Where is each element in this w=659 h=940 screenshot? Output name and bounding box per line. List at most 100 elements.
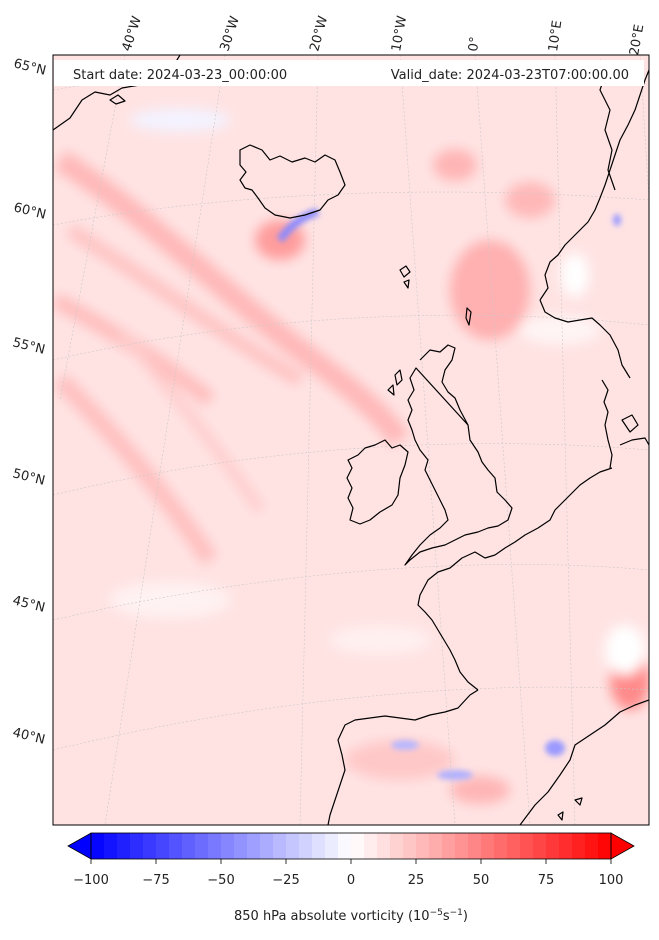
lat-label-60n: 60°N <box>12 200 47 222</box>
valid-date-label: Valid_date: 2024-03-23T07:00:00.00 <box>391 68 629 83</box>
greenland-island <box>109 94 126 105</box>
colorbar-cell <box>195 833 209 859</box>
parallel-line <box>53 564 649 621</box>
netherlands-coast <box>494 467 613 556</box>
colorbar-label-mid: s <box>443 909 450 924</box>
colorbar-cell <box>91 833 105 859</box>
lon-label-30w: 30°W <box>218 14 243 53</box>
positive-vorticity-core <box>433 149 477 181</box>
ireland-coast <box>346 439 409 525</box>
meridian-line <box>104 55 226 825</box>
faroe-islands <box>399 265 411 289</box>
lon-label-20w: 20°W <box>307 14 331 53</box>
lon-label-0: 0° <box>466 36 483 53</box>
negative-vorticity-patch <box>613 214 621 226</box>
vorticity-field-background <box>53 55 649 825</box>
lat-label-65n: 65°N <box>12 56 47 78</box>
low-vorticity-patch <box>520 316 600 344</box>
danish-islands <box>621 414 639 433</box>
colorbar-cell <box>468 833 482 859</box>
colorbar-cell <box>364 833 378 859</box>
colorbar-max-extension <box>610 832 635 860</box>
baltic-coast <box>619 437 649 446</box>
parallel-line <box>53 443 649 496</box>
colorbar-cell <box>299 833 313 859</box>
colorbar-cell <box>221 833 235 859</box>
england-coast <box>404 367 513 566</box>
colorbar-cell <box>234 833 248 859</box>
colorbar-min-extension <box>67 832 92 860</box>
hebrides <box>387 369 403 396</box>
colorbar-cell <box>494 833 508 859</box>
longitude-labels: 40°W 30°W 20°W 10°W 0° 10°E 20°E <box>120 14 648 56</box>
map-panel <box>53 55 649 825</box>
colorbar-cell <box>403 833 417 859</box>
negative-vorticity-patch <box>391 740 419 750</box>
lon-label-40w: 40°W <box>120 14 145 53</box>
low-vorticity-patch <box>110 582 230 618</box>
positive-vorticity-band <box>116 326 265 513</box>
parallel-line <box>53 686 649 751</box>
positive-vorticity-band <box>66 224 304 387</box>
scotland-coast <box>419 344 469 426</box>
colorbar-label-exp1: −5 <box>430 908 443 918</box>
colorbar-cell <box>312 833 326 859</box>
france-coast <box>417 551 496 691</box>
parallel-line <box>53 314 649 361</box>
negative-vorticity-patch <box>561 253 589 297</box>
negative-vorticity-patch <box>605 625 645 675</box>
meridian-line <box>474 55 531 825</box>
colorbar-cell <box>104 833 118 859</box>
colorbar-cell <box>442 833 456 859</box>
colorbar-cell <box>533 833 547 859</box>
lat-label-40n: 40°N <box>11 725 46 747</box>
meridian-line <box>299 55 319 825</box>
norway-coast <box>539 69 649 301</box>
latitude-labels: 65°N 60°N 55°N 50°N 45°N 40°N <box>11 56 47 747</box>
colorbar-cell <box>260 833 274 859</box>
positive-vorticity-band <box>54 150 410 447</box>
denmark-coast <box>601 379 613 469</box>
lat-label-55n: 55°N <box>11 335 46 357</box>
colorbar-tick-label: 100 <box>599 873 624 888</box>
colorbar-cell <box>286 833 300 859</box>
colorbar-cell <box>455 833 469 859</box>
colorbar-cell <box>169 833 183 859</box>
colorbar-cell <box>143 833 157 859</box>
iberia-mediterranean-coast <box>519 699 649 825</box>
colorbar-cell <box>247 833 261 859</box>
iceland-coast <box>239 144 346 219</box>
low-vorticity-patch <box>130 108 230 132</box>
lon-label-10w: 10°W <box>389 15 410 53</box>
parallel-line <box>53 191 649 226</box>
iberia-coast <box>327 689 479 825</box>
colorbar-tick-label: 0 <box>347 873 355 888</box>
positive-vorticity-core <box>450 776 510 804</box>
colorbar-cell <box>208 833 222 859</box>
colorbar-axis-label: 850 hPa absolute vorticity (10−5s−1) <box>234 908 468 924</box>
colorbar-tick-label: −25 <box>272 873 299 888</box>
colorbar-cell <box>325 833 339 859</box>
colorbar: −100 −75 −50 −25 0 25 50 75 100 850 hPa … <box>67 832 635 924</box>
colorbar-cell <box>585 833 599 859</box>
colorbar-label-end: ) <box>463 909 468 924</box>
colorbar-tick-label: −100 <box>73 873 109 888</box>
shetland-islands <box>465 307 472 326</box>
colorbar-cell <box>598 833 612 859</box>
colorbar-label-main: 850 hPa absolute vorticity (10 <box>234 909 430 924</box>
colorbar-cell <box>481 833 495 859</box>
colorbar-cells <box>91 833 612 859</box>
colorbar-cell <box>130 833 144 859</box>
negative-vorticity-patch <box>276 208 320 243</box>
colorbar-cell <box>377 833 391 859</box>
colorbar-cell <box>273 833 287 859</box>
meridian-line <box>59 55 126 401</box>
colorbar-cell <box>338 833 352 859</box>
colorbar-tick-labels: −100 −75 −50 −25 0 25 50 75 100 <box>73 873 623 888</box>
colorbar-cell <box>520 833 534 859</box>
colorbar-cell <box>572 833 586 859</box>
lon-label-20e: 20°E <box>627 23 647 56</box>
colorbar-tick-label: 25 <box>408 873 425 888</box>
lat-label-50n: 50°N <box>11 466 46 488</box>
